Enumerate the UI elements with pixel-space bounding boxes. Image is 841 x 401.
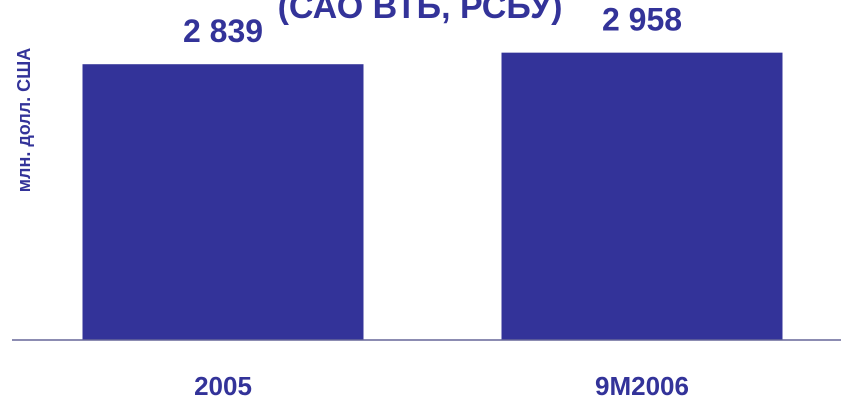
category-label-9m2006: 9M2006 (595, 371, 689, 401)
bars-group (82, 52, 783, 340)
value-label-2005: 2 839 (183, 13, 263, 49)
value-labels-group: 2 839 2 958 (183, 2, 682, 50)
chart-title: (САО ВТБ, РСБУ) (278, 0, 563, 26)
bar-2005 (82, 64, 364, 340)
category-label-2005: 2005 (194, 371, 252, 401)
bar-9m2006 (501, 52, 783, 340)
category-labels-group: 2005 9M2006 (194, 371, 689, 401)
value-label-9m2006: 2 958 (602, 2, 682, 38)
y-axis-label: млн. долл. США (14, 48, 34, 193)
